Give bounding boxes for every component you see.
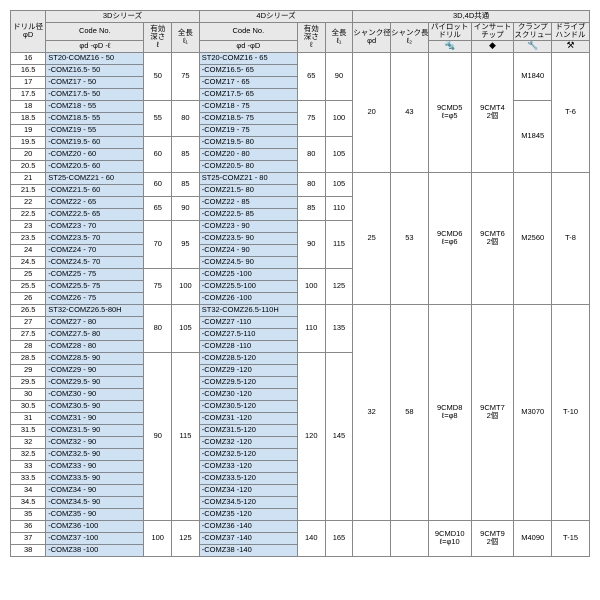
table-row: 16ST20-COMZ16 - 505075ST20-COMZ16 - 6565… xyxy=(11,52,590,64)
hdr-code4: Code No. xyxy=(199,23,297,41)
insert-icon: ◆ xyxy=(471,40,514,52)
hdr-depth3: 有効深さℓ xyxy=(144,23,172,53)
table-row: 26.5ST32-COMZ26.5-80H80105ST32-COMZ26.5-… xyxy=(11,304,590,316)
hdr-insert: インサートチップ xyxy=(471,23,514,41)
hdr-depth4: 有効深さℓ xyxy=(297,23,325,53)
drill-icon: 🔩 xyxy=(428,40,471,52)
table-body: 16ST20-COMZ16 - 505075ST20-COMZ16 - 6565… xyxy=(11,52,590,556)
hdr-len4: 全長ℓ₁ xyxy=(325,23,353,53)
table-header: ドリル径φD 3Dシリーズ 4Dシリーズ 3D,4D共通 Code No. 有効… xyxy=(11,11,590,53)
hdr-code4-sub: φd -φD xyxy=(199,40,297,52)
hdr-3d: 3Dシリーズ xyxy=(46,11,200,23)
hdr-4d: 4Dシリーズ xyxy=(199,11,353,23)
hdr-common: 3D,4D共通 xyxy=(353,11,590,23)
hdr-drill: ドリル径φD xyxy=(11,11,46,53)
screw-icon: 🔧 xyxy=(514,40,552,52)
hdr-len3: 全長ℓ₁ xyxy=(172,23,200,53)
hdr-clamp: クランプスクリュー xyxy=(514,23,552,41)
hdr-shank2: シャンク長ℓ₂ xyxy=(391,23,429,53)
hdr-code3-sub: φd -φD -ℓ xyxy=(46,40,144,52)
hdr-code3: Code No. xyxy=(46,23,144,41)
hdr-pilot: パイロットドリル xyxy=(428,23,471,41)
handle-icon: ⚒ xyxy=(552,40,590,52)
table-row: 36-COMZ36 -100100125-COMZ36 -1401401659C… xyxy=(11,520,590,532)
table-row: 21ST25-COMZ21 - 606085ST25-COMZ21 - 8080… xyxy=(11,172,590,184)
hdr-handle: ドライブハンドル xyxy=(552,23,590,41)
hdr-shank1: シャンク径φd xyxy=(353,23,391,53)
drill-spec-table: ドリル径φD 3Dシリーズ 4Dシリーズ 3D,4D共通 Code No. 有効… xyxy=(10,10,590,557)
